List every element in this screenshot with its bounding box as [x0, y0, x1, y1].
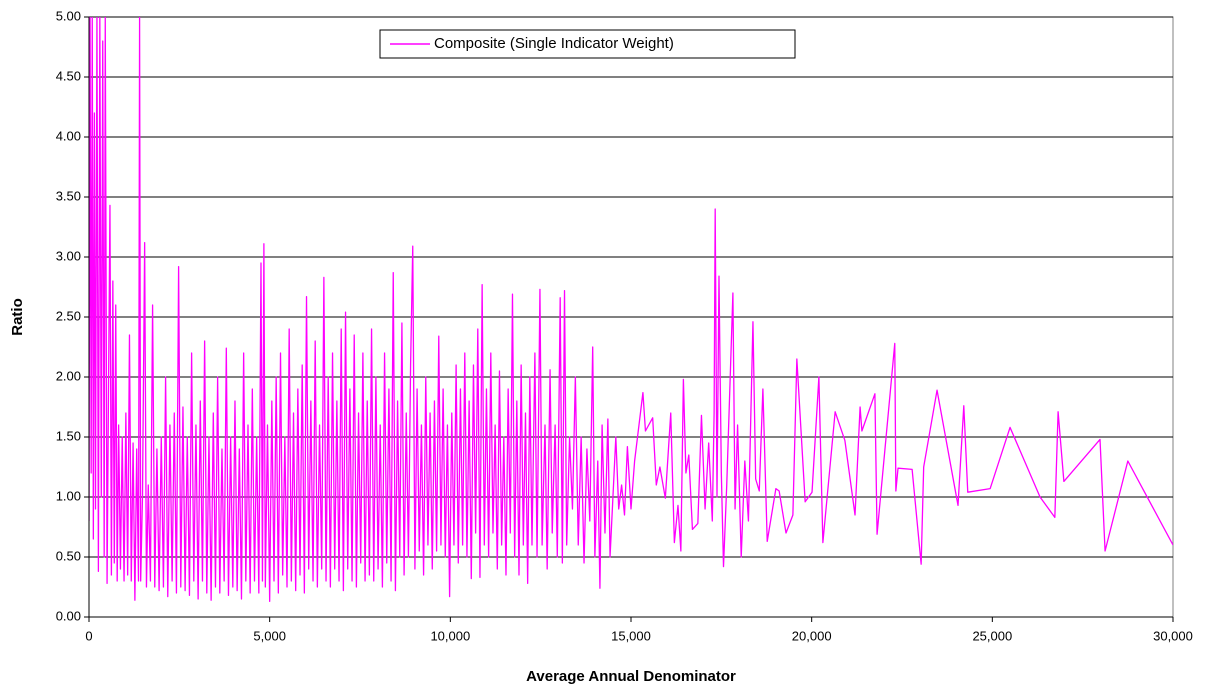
- y-tick-label: 2.00: [56, 368, 81, 383]
- legend: Composite (Single Indicator Weight): [379, 29, 796, 59]
- x-tick-label: 20,000: [792, 628, 832, 643]
- y-axis-title: Ratio: [9, 298, 26, 336]
- y-tick-label: 3.50: [56, 188, 81, 203]
- x-tick-label: 25,000: [972, 628, 1012, 643]
- y-tick-label: 0.50: [56, 548, 81, 563]
- axes: 0.00 0.50 1.00 1.50 2.00 2.50 3.00 3.50 4.00 4.50…: [56, 8, 1193, 643]
- x-tick-label: 0: [85, 628, 92, 643]
- x-tick-label: 5,000: [253, 628, 286, 643]
- y-tick-label: 1.50: [56, 428, 81, 443]
- legend-box: [379, 29, 796, 59]
- y-tick-label: 1.00: [56, 488, 81, 503]
- y-tick-label: 4.00: [56, 128, 81, 143]
- y-tick-label: 5.00: [56, 8, 81, 23]
- y-tick-label: 4.50: [56, 68, 81, 83]
- series-layer: [89, 17, 1173, 603]
- legend-label: Composite (Single Indicator Weight): [434, 35, 674, 52]
- x-tick-label: 15,000: [611, 628, 651, 643]
- y-tick-label: 0.00: [56, 608, 81, 623]
- series-line: [89, 17, 1173, 603]
- x-tick-label: 10,000: [430, 628, 470, 643]
- y-tick-label: 3.00: [56, 248, 81, 263]
- y-tick-label: 2.50: [56, 308, 81, 323]
- x-axis-title: Average Annual Denominator: [526, 668, 736, 685]
- x-tick-label: 30,000: [1153, 628, 1193, 643]
